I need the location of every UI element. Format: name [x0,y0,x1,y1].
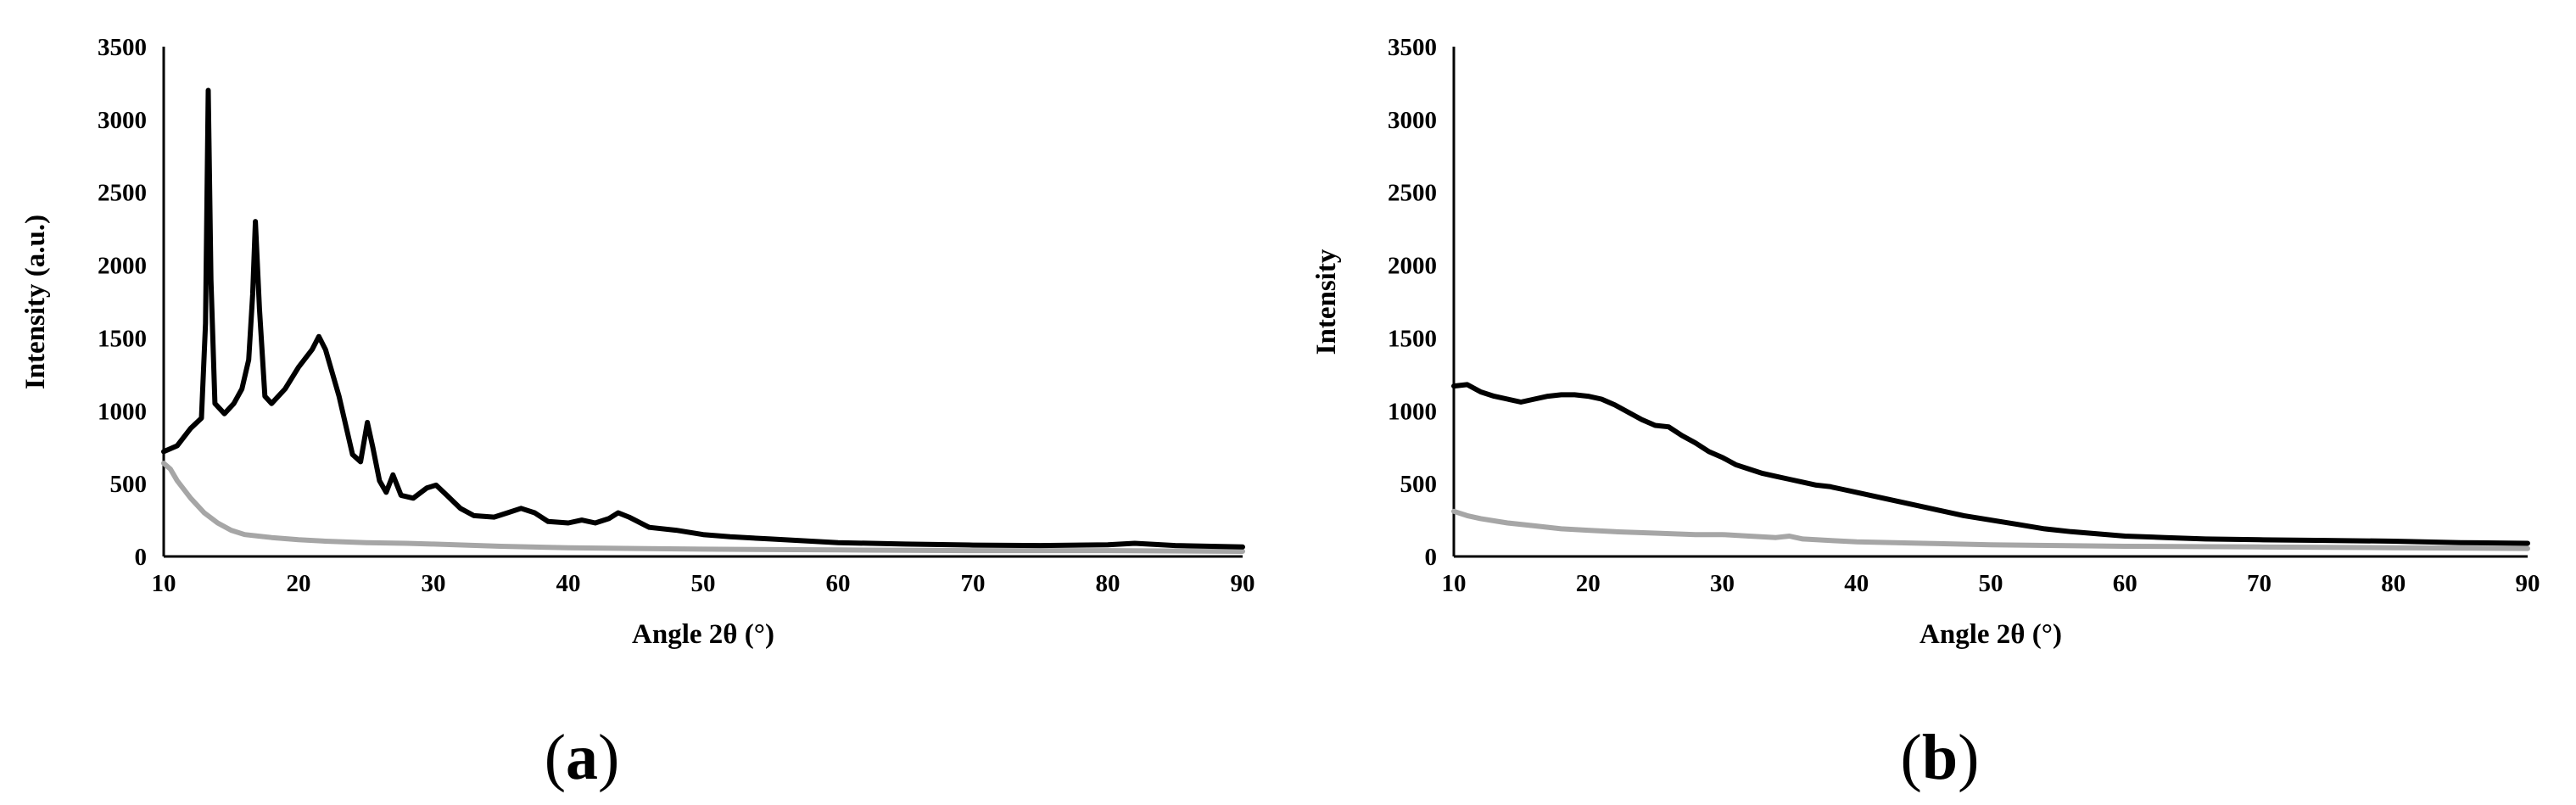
x-axis-title: Angle 2θ (°) [632,619,774,650]
x-tick-label: 40 [1844,570,1869,597]
x-tick-label: 90 [2516,570,2540,597]
y-tick-label: 1500 [1388,325,1437,352]
series-group [161,87,1245,554]
chart-panel-b: 0 500 1000 1500 2000 2500 3000 3500 10 20 30 40 50 6… [1311,34,2540,793]
x-tick-label: 60 [2113,570,2137,597]
y-tick-label: 2000 [98,253,147,280]
x-tick-label: 50 [1979,570,2003,597]
y-tick-label: 500 [1400,471,1438,498]
x-tick-label: 80 [2381,570,2406,597]
panel-label-a: (a) [545,722,620,793]
y-tick-label: 1000 [1388,398,1437,425]
y-tick-label: 3000 [1388,107,1437,134]
y-tick-label: 2500 [98,180,147,207]
series-line [161,87,1245,550]
y-axis-title: Intensity (a.u.) [20,215,51,389]
y-tick-label: 500 [110,471,148,498]
x-tick-labels: 10 20 30 40 50 60 70 80 90 [152,570,1255,597]
panel-letter: b [1922,722,1958,793]
panel-letter: a [566,722,598,793]
x-tick-label: 70 [961,570,986,597]
series-line [161,461,1245,554]
y-tick-labels: 0 500 1000 1500 2000 2500 3000 3500 [1388,34,1437,571]
x-axis-title: Angle 2θ (°) [1919,619,2062,650]
x-tick-label: 10 [1442,570,1467,597]
chart-panel-a: 0 500 1000 1500 2000 2500 3000 3500 10 20 30 40 50 6… [20,34,1255,793]
y-tick-label: 1500 [98,325,147,352]
x-tick-label: 30 [422,570,446,597]
x-tick-label: 40 [556,570,581,597]
series-line [1451,382,2530,546]
y-tick-labels: 0 500 1000 1500 2000 2500 3000 3500 [98,34,147,571]
y-tick-label: 0 [1425,544,1438,571]
y-axis-title: Intensity [1311,249,1342,355]
y-tick-label: 0 [135,544,148,571]
x-tick-label: 80 [1096,570,1120,597]
y-tick-label: 3500 [1388,34,1437,61]
y-tick-label: 3000 [98,107,147,134]
y-tick-label: 1000 [98,398,147,425]
x-tick-label: 20 [287,570,311,597]
x-tick-label: 60 [826,570,851,597]
y-tick-label: 2000 [1388,253,1437,280]
x-tick-label: 30 [1710,570,1735,597]
x-tick-label: 20 [1576,570,1601,597]
x-tick-label: 10 [152,570,176,597]
y-tick-label: 2500 [1388,180,1437,207]
x-tick-labels: 10 20 30 40 50 60 70 80 90 [1442,570,2540,597]
x-tick-label: 90 [1231,570,1255,597]
x-tick-label: 50 [691,570,716,597]
series-group [1451,382,2530,551]
x-tick-label: 70 [2247,570,2271,597]
panel-label-b: (b) [1901,722,1980,793]
y-tick-label: 3500 [98,34,147,61]
series-line [1451,508,2530,551]
